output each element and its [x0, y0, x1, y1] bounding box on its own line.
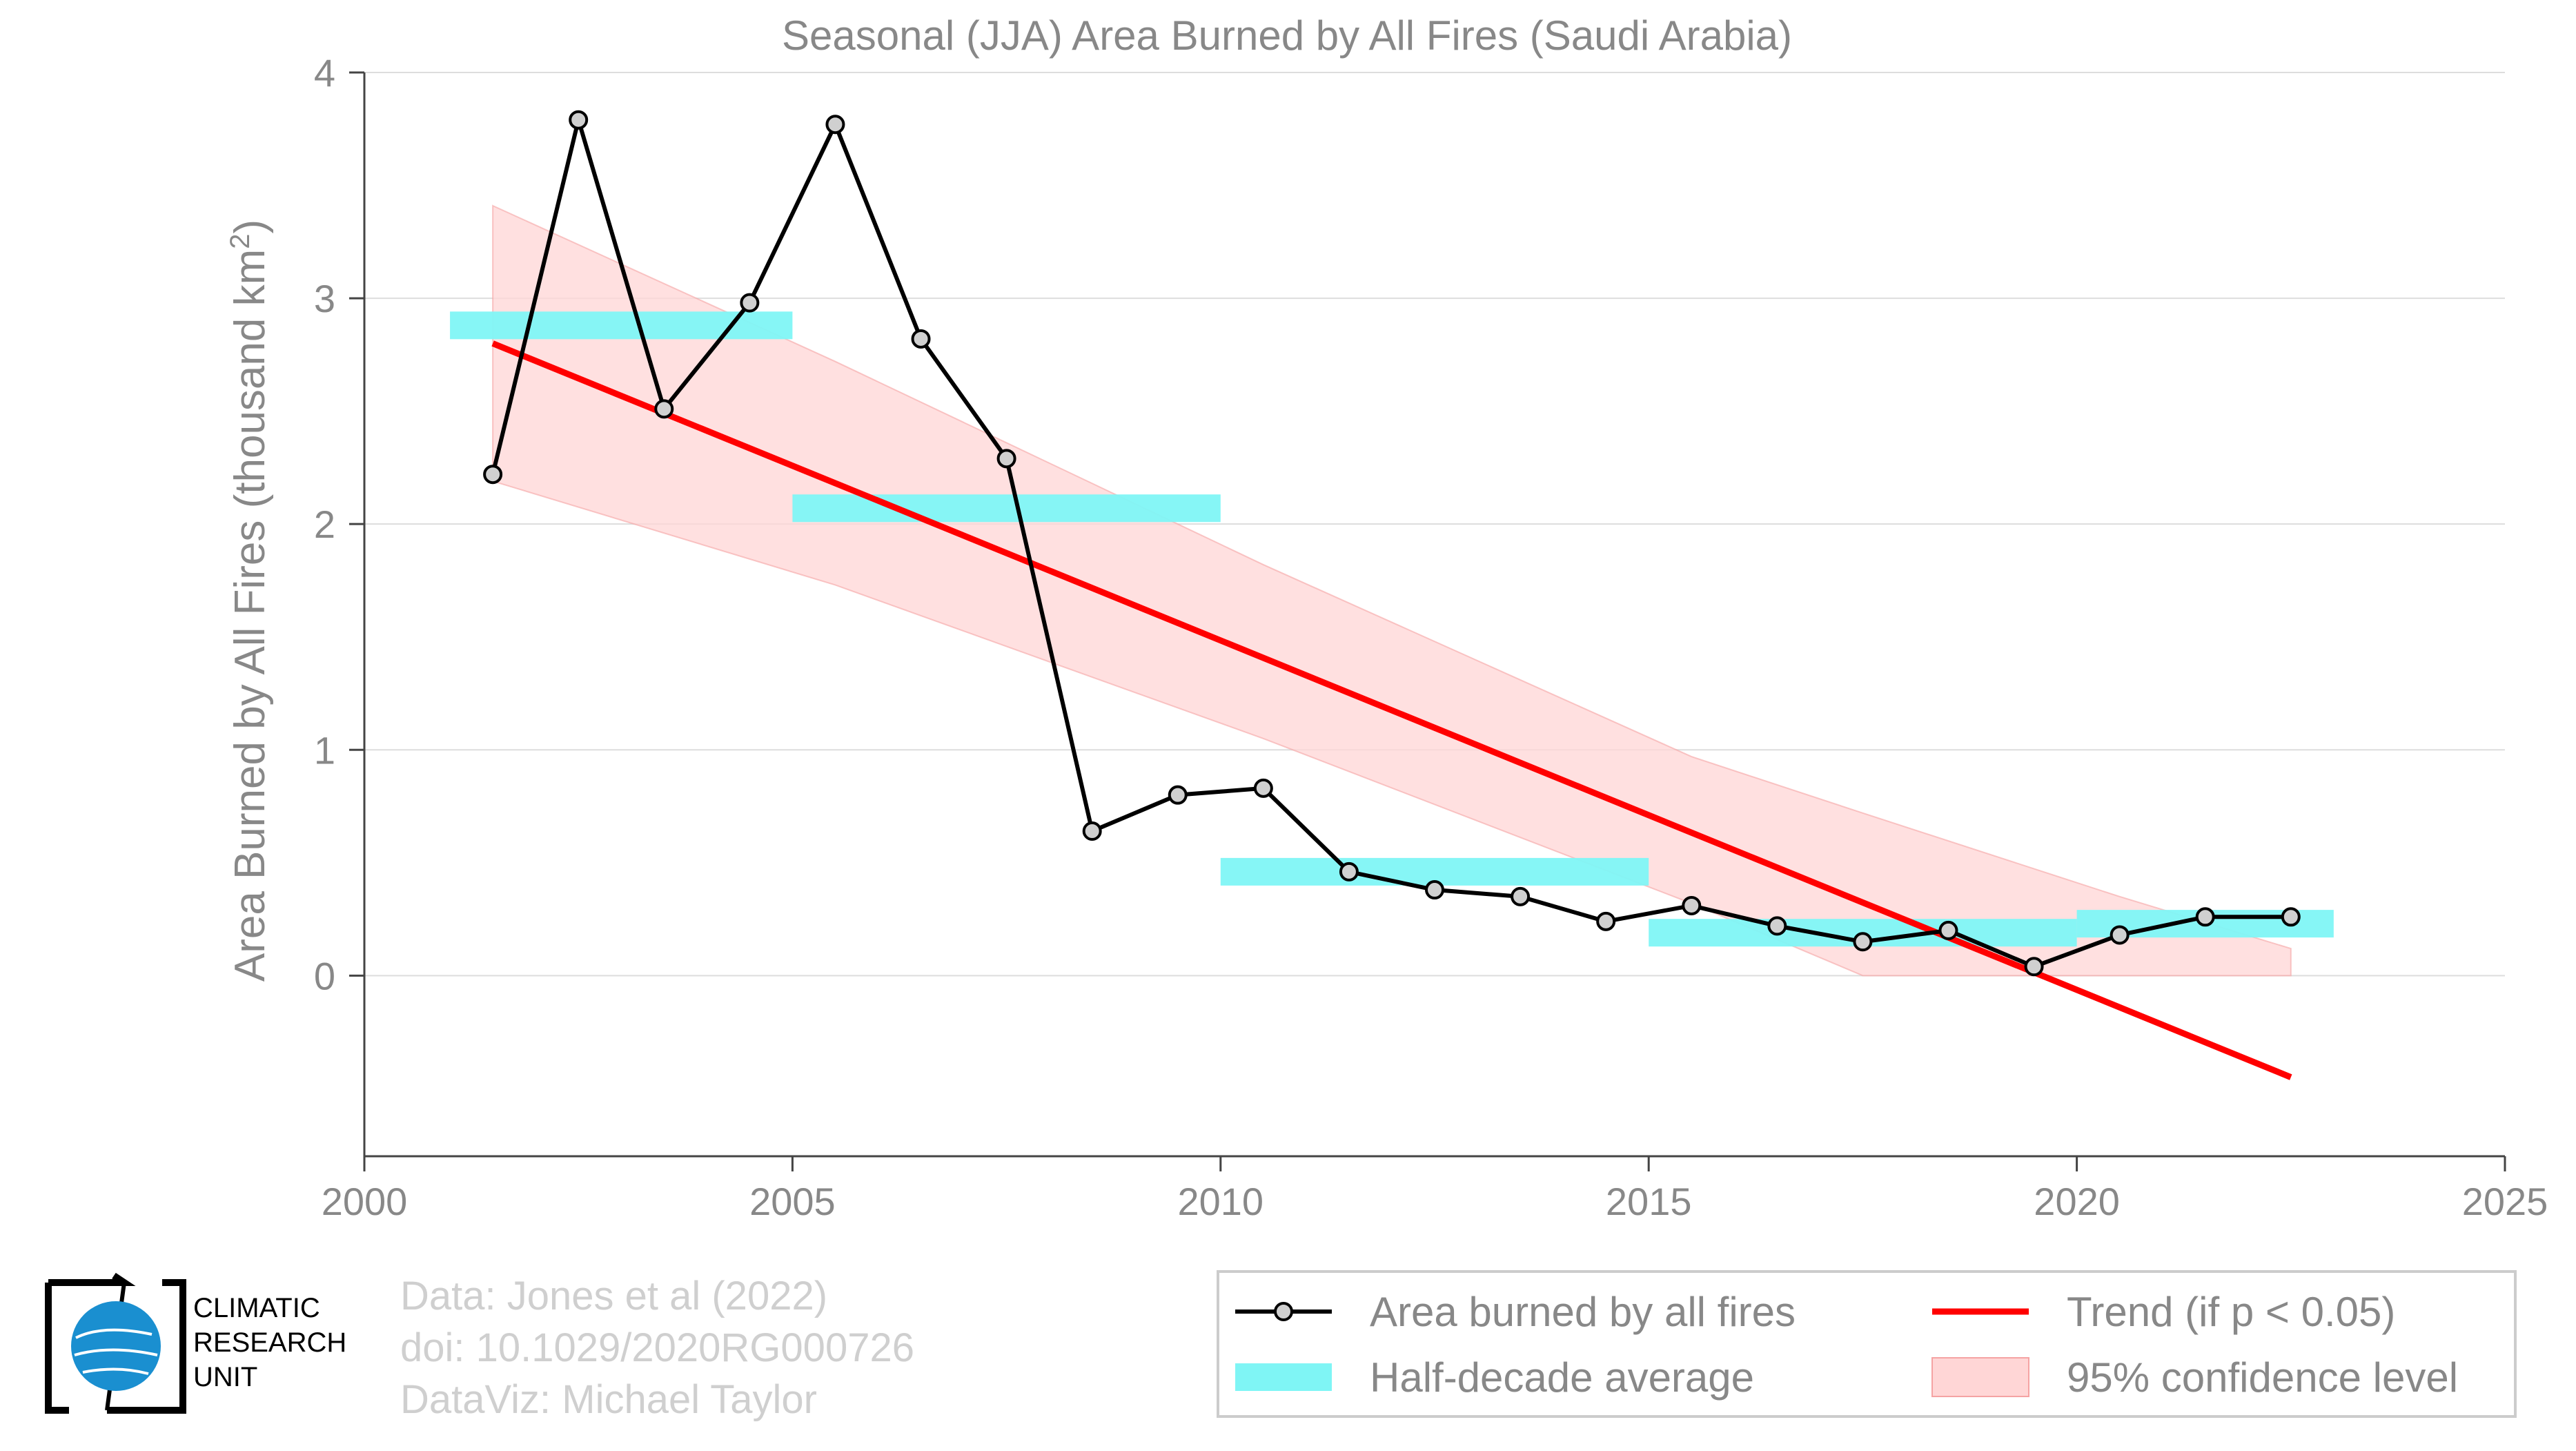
data-point — [2024, 957, 2044, 977]
data-point — [1425, 880, 1444, 900]
data-point — [1168, 785, 1188, 805]
x-tick-label: 2025 — [2462, 1180, 2548, 1223]
x-tick-label: 2005 — [749, 1180, 836, 1223]
data-point — [1082, 821, 1102, 841]
legend-label: 95% confidence level — [2067, 1354, 2458, 1401]
y-tick-label: 0 — [314, 954, 335, 997]
area-burned-line — [491, 117, 2291, 969]
data-point — [911, 329, 931, 349]
y-axis-label-main: Area Burned by All Fires (thousand km — [226, 249, 274, 982]
x-tick-label: 2020 — [2034, 1180, 2120, 1223]
y-axis-label: Area Burned by All Fires (thousand km2) — [225, 220, 274, 982]
data-point — [1511, 886, 1531, 906]
y-tick-label: 1 — [314, 728, 335, 772]
confidence-band-area — [492, 204, 2292, 977]
data-point — [483, 465, 503, 485]
legend-label: Trend (if p < 0.05) — [2067, 1289, 2395, 1335]
y-tick-label: 3 — [314, 277, 335, 320]
credit-dataviz: DataViz: Michael Taylor — [400, 1377, 817, 1422]
data-point — [2110, 925, 2130, 945]
legend-box — [1217, 1270, 2517, 1418]
data-point — [1682, 895, 1702, 915]
y-tick-label: 4 — [314, 51, 335, 95]
data-point — [2195, 907, 2215, 927]
data-point — [2281, 907, 2301, 927]
data-point — [1853, 932, 1873, 952]
logo-line-1: CLIMATIC — [193, 1293, 320, 1323]
half-decade-bar — [450, 311, 793, 340]
x-tick-label: 2010 — [1178, 1180, 1264, 1223]
data-point — [1596, 911, 1616, 931]
half-decade-bar — [792, 494, 1221, 523]
confidence-band — [492, 204, 2292, 977]
data-point — [1767, 916, 1787, 936]
credits: Data: Jones et al (2022) doi: 10.1029/20… — [400, 1270, 914, 1425]
cru-logo-mark — [45, 1272, 186, 1414]
credit-data: Data: Jones et al (2022) — [400, 1274, 828, 1318]
data-point — [1253, 778, 1273, 798]
y-tick-label: 2 — [314, 503, 335, 546]
x-tick-label: 2000 — [322, 1180, 408, 1223]
y-axis-label-superscript: 2 — [225, 234, 255, 249]
axes: 0 1 2 3 4 2000 2005 2010 2015 2020 2025 — [314, 51, 2548, 1223]
legend-label: Half-decade average — [1370, 1354, 1754, 1401]
logo-line-3: UNIT — [193, 1362, 258, 1392]
logo-line-2: RESEARCH — [193, 1327, 347, 1358]
data-point — [1938, 920, 1958, 940]
chart-title: Seasonal (JJA) Area Burned by All Fires … — [782, 12, 1792, 59]
legend: Area burned by all fires Trend (if p < 0.… — [1217, 1270, 2517, 1418]
data-point — [825, 115, 845, 135]
data-point — [740, 293, 760, 313]
trend-line-segment — [491, 340, 2292, 1080]
cru-logo-text: CLIMATIC RESEARCH UNIT — [193, 1291, 346, 1394]
cru-logo — [41, 1269, 190, 1417]
y-axis-label-end: ) — [226, 220, 274, 234]
legend-swatch-average — [1235, 1363, 1332, 1391]
legend-swatch-band — [1931, 1357, 2029, 1397]
data-point — [569, 110, 589, 130]
data-point — [996, 449, 1016, 469]
trend-line — [491, 340, 2292, 1080]
credit-doi: doi: 10.1029/2020RG000726 — [400, 1325, 914, 1370]
data-point — [654, 399, 674, 419]
area-burned-series — [483, 110, 2301, 977]
legend-label: Area burned by all fires — [1370, 1289, 1796, 1335]
legend-swatch-marker — [1274, 1302, 1293, 1321]
x-tick-label: 2015 — [1606, 1180, 1692, 1223]
data-point — [1339, 861, 1359, 882]
